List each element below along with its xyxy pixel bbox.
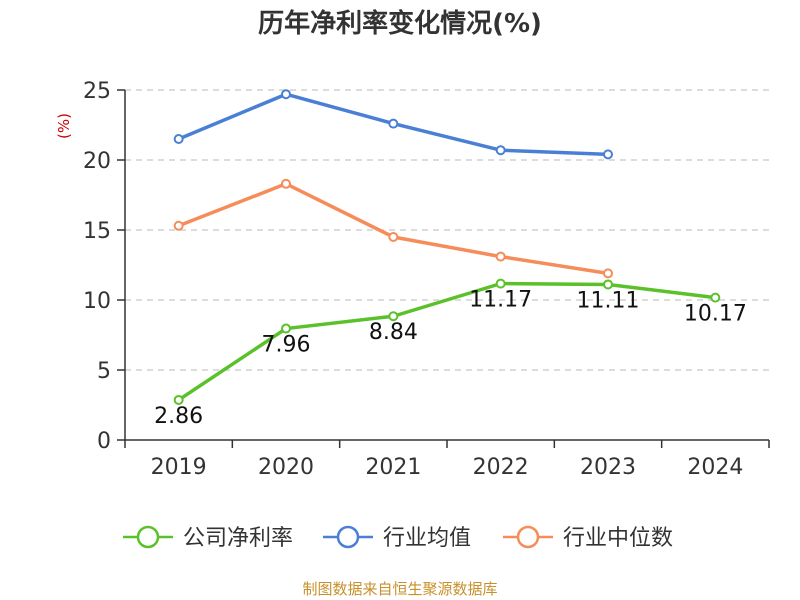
grid-lines (125, 89, 769, 371)
y-tick-label-10: 10 (83, 289, 111, 314)
legend-marker-2 (516, 525, 540, 549)
data-label-2019: 2.86 (154, 404, 203, 429)
data-point-s1-0 (173, 134, 184, 144)
axes: 0 5 10 15 20 25 2019 2020 2021 2022 2023 2024 (83, 79, 770, 480)
data-point-s0-1 (281, 323, 291, 334)
data-point-s2-1 (281, 178, 291, 189)
source-note: 制图数据来自恒生聚源数据库 (302, 580, 497, 598)
data-point-s2-4 (603, 268, 613, 279)
data-label-2021: 8.84 (369, 320, 418, 345)
data-point-s2-0 (173, 220, 184, 231)
y-tick-label-20: 20 (83, 149, 111, 174)
legend-marker-1 (336, 525, 360, 549)
x-tick-label-2019: 2019 (151, 455, 207, 480)
series-line-2 (178, 182, 609, 276)
legend-label-0: 公司净利率 (183, 526, 293, 551)
series-line-0 (177, 281, 716, 402)
data-label-2024: 10.17 (684, 302, 747, 327)
legend-label-2: 行业中位数 (563, 526, 673, 551)
x-tick-label-2021: 2021 (365, 455, 421, 480)
data-label-2022: 11.17 (469, 288, 532, 313)
y-tick-label-0: 0 (97, 429, 111, 454)
legend: 公司净利率 行业均值 行业中位数 (123, 525, 673, 551)
data-point-s1-2 (388, 118, 399, 129)
data-point-s1-1 (281, 89, 291, 100)
x-tick-label-2020: 2020 (258, 455, 314, 480)
y-tick-label-5: 5 (97, 359, 111, 384)
data-point-s2-3 (495, 251, 506, 262)
y-tick-label-15: 15 (83, 219, 111, 244)
y-axis-label: (%) (55, 113, 73, 139)
data-point-s2-2 (388, 232, 399, 242)
data-point-s0-3 (495, 278, 506, 289)
data-point-s0-4 (603, 279, 613, 290)
chart-title: 历年净利率变化情况(%) (258, 8, 542, 39)
data-point-s0-5 (710, 292, 721, 303)
legend-label-1: 行业均值 (383, 526, 471, 551)
data-point-s0-2 (388, 311, 399, 322)
data-label-2023: 11.11 (577, 288, 640, 313)
data-point-s0-0 (173, 394, 184, 405)
data-labels: 2.86 7.96 8.84 11.17 11.11 10.17 (154, 288, 747, 429)
data-label-2020: 7.96 (262, 333, 311, 358)
legend-marker-0 (136, 525, 160, 549)
series-group (173, 89, 721, 405)
data-point-s1-3 (495, 145, 506, 156)
x-tick-label-2023: 2023 (580, 455, 636, 480)
x-tick-label-2022: 2022 (473, 455, 529, 480)
data-point-s1-4 (603, 149, 613, 160)
y-tick-label-25: 25 (83, 79, 111, 104)
x-tick-label-2024: 2024 (687, 455, 743, 480)
